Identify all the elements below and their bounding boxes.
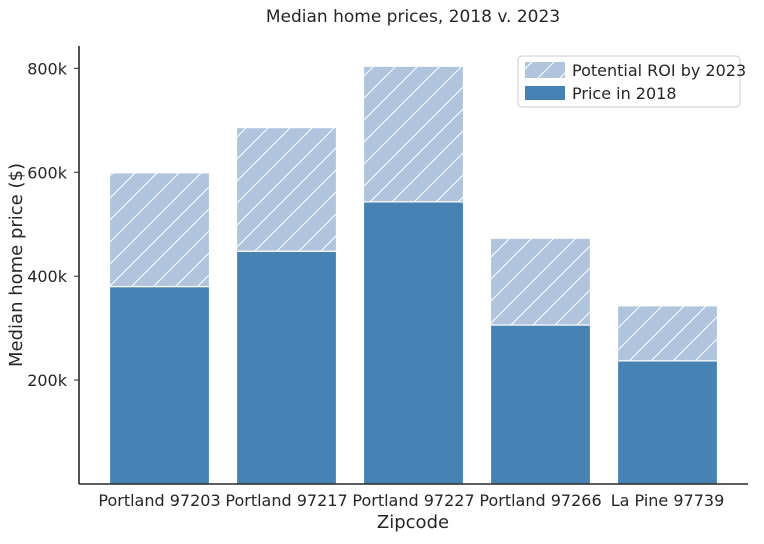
y-tick-label-2: 400k	[27, 267, 68, 286]
x-tick-label-2: Portland 97217	[225, 491, 347, 510]
legend: Potential ROI by 2023 Price in 2018	[517, 55, 746, 108]
bar-roi-hatch-1	[109, 172, 210, 287]
chart-title: Median home prices, 2018 v. 2023	[266, 7, 560, 27]
y-tick-label-4: 800k	[27, 59, 68, 78]
y-axis-label: Median home price ($)	[6, 163, 27, 367]
bar-price-2018-2	[235, 250, 338, 485]
bar-roi-hatch-4	[490, 238, 591, 326]
legend-label-2018: Price in 2018	[572, 84, 677, 103]
legend-label-roi: Potential ROI by 2023	[572, 61, 746, 80]
x-tick-label-1: Portland 97203	[98, 491, 220, 510]
legend-swatch-2018	[525, 86, 565, 100]
legend-item-roi: Potential ROI by 2023	[525, 61, 746, 80]
x-axis-ticks: Portland 97203 Portland 97217 Portland 972…	[98, 491, 724, 510]
x-tick-label-3: Portland 97227	[352, 491, 474, 510]
x-tick-label-4: Portland 97266	[479, 491, 601, 510]
bars-layer	[108, 65, 719, 485]
y-tick-label-3: 600k	[27, 163, 68, 182]
legend-frame	[517, 55, 741, 108]
bar-price-2018-5	[616, 360, 719, 485]
bar-price-2018-3	[362, 201, 465, 485]
x-tick-label-5: La Pine 97739	[611, 491, 725, 510]
bar-roi-hatch-2	[236, 127, 337, 252]
legend-swatch-roi-hatch	[525, 62, 565, 78]
bar-price-2018-4	[489, 324, 592, 485]
bar-price-2018-1	[108, 285, 211, 485]
y-axis-ticks: 200k 400k 600k 800k	[27, 59, 79, 390]
y-tick-label-1: 200k	[27, 371, 68, 390]
legend-item-2018: Price in 2018	[525, 84, 677, 103]
x-axis-label: Zipcode	[377, 512, 449, 533]
bar-roi-hatch-5	[617, 305, 718, 361]
bar-roi-hatch-3	[363, 66, 464, 202]
